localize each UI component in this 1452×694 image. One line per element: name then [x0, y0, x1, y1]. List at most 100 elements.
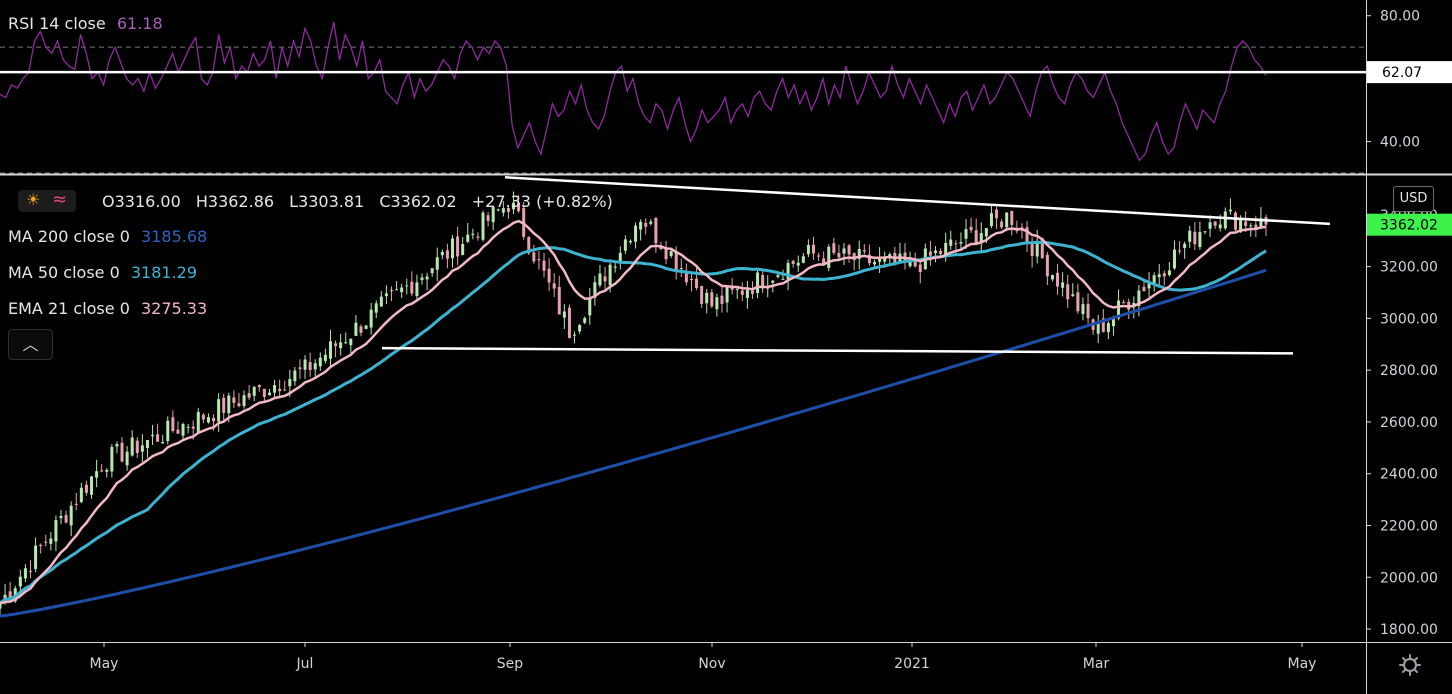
candle-body: [49, 538, 53, 544]
candle-body: [1198, 232, 1202, 247]
candle-body: [1005, 212, 1009, 228]
candle-body: [359, 326, 363, 333]
rsi-line-label-box: [1367, 61, 1452, 84]
candle-body: [1035, 240, 1039, 257]
candle-body: [278, 388, 282, 392]
price-tick-label: 2000.00: [1380, 570, 1438, 586]
candle-body: [878, 257, 882, 262]
candle-body: [456, 236, 460, 257]
candle-body: [247, 393, 251, 398]
candle-body: [252, 387, 256, 396]
candle-body: [1254, 224, 1258, 229]
candle-body: [8, 591, 12, 599]
ohlc-high: H3362.86: [195, 192, 275, 211]
candle-body: [227, 395, 231, 414]
candle-body: [486, 215, 490, 221]
price-tick-label: 2600.00: [1380, 415, 1438, 431]
candle-body: [410, 281, 414, 294]
candle-body: [1117, 300, 1121, 319]
candles: [0, 191, 1268, 616]
candle-body: [578, 325, 582, 332]
ma200-legend[interactable]: MA 200 close 0 3185.68: [8, 227, 207, 246]
candle-body: [542, 260, 546, 271]
indicator-toggle[interactable]: ☀ ≈: [18, 189, 76, 212]
candle-body: [0, 603, 2, 609]
ma50-legend[interactable]: MA 50 close 0 3181.29: [8, 263, 197, 282]
candle-body: [18, 576, 22, 587]
candle-body: [1218, 224, 1222, 229]
candle-body: [95, 471, 99, 478]
candle-body: [1183, 243, 1187, 248]
candle-body: [613, 266, 617, 268]
candle-body: [481, 212, 485, 240]
candle-body: [374, 303, 378, 313]
candle-body: [995, 209, 999, 219]
candle-body: [776, 275, 780, 277]
candle-body: [100, 470, 104, 472]
candle-body: [191, 426, 195, 429]
candle-body: [3, 594, 7, 601]
candle-body: [1071, 294, 1075, 296]
gear-icon[interactable]: [1398, 653, 1422, 677]
candle-body: [654, 217, 658, 244]
candle-body: [166, 420, 170, 441]
candle-body: [196, 411, 200, 432]
time-tick-label: May: [90, 656, 119, 672]
candle-body: [1249, 225, 1253, 227]
candle-body: [206, 417, 210, 423]
candle-body: [59, 515, 63, 519]
time-tick-label: Jul: [296, 656, 314, 672]
ema21-legend[interactable]: EMA 21 close 0 3275.33: [8, 299, 207, 318]
candle-body: [1259, 218, 1263, 227]
currency-badge[interactable]: USD: [1393, 186, 1434, 212]
candle-body: [298, 367, 302, 370]
rsi-value: 61.18: [116, 14, 163, 33]
candle-body: [222, 397, 226, 413]
candle-body: [817, 255, 821, 257]
candle-body: [567, 307, 571, 338]
candle-body: [491, 207, 495, 223]
ma50-value: 3181.29: [130, 263, 198, 282]
candle-body: [1228, 209, 1232, 212]
candle-body: [135, 440, 139, 454]
candle-body: [364, 325, 368, 329]
trendline-lower[interactable]: [381, 346, 1294, 355]
last-price-label: 3362.02: [1380, 218, 1438, 234]
price-pane[interactable]: [0, 176, 1331, 618]
candle-body: [74, 503, 78, 505]
candle-body: [1081, 304, 1085, 315]
candle-body: [451, 238, 455, 259]
candle-body: [1172, 249, 1176, 269]
candle-body: [1111, 316, 1115, 327]
candle-body: [984, 228, 988, 237]
candle-body: [303, 359, 307, 370]
candle-body: [847, 245, 851, 255]
candle-body: [1050, 274, 1054, 280]
ema21-line: [0, 219, 1267, 605]
trendline-upper[interactable]: [504, 176, 1331, 226]
candle-body: [791, 260, 795, 264]
collapse-legend-button[interactable]: ︿: [8, 329, 53, 360]
candle-body: [349, 338, 353, 346]
candle-body: [786, 262, 790, 280]
ma200-value: 3185.68: [141, 227, 208, 246]
time-tick-label: Sep: [497, 656, 524, 672]
rsi-pane[interactable]: [0, 21, 1366, 174]
candle-body: [1010, 210, 1014, 225]
candle-body: [939, 250, 943, 255]
candle-body: [430, 268, 434, 274]
candle-body: [669, 251, 673, 256]
ohlc-close: C3362.02: [379, 192, 457, 211]
candle-body: [827, 246, 831, 268]
time-tick-label: Mar: [1083, 656, 1110, 672]
candle-body: [730, 287, 734, 290]
candle-body: [628, 240, 632, 243]
candle-body: [649, 221, 653, 224]
candle-body: [384, 293, 388, 297]
candle-body: [867, 254, 871, 264]
candle-body: [532, 252, 536, 262]
candle-body: [964, 229, 968, 239]
candle-body: [1244, 221, 1248, 226]
candle-body: [79, 487, 83, 503]
